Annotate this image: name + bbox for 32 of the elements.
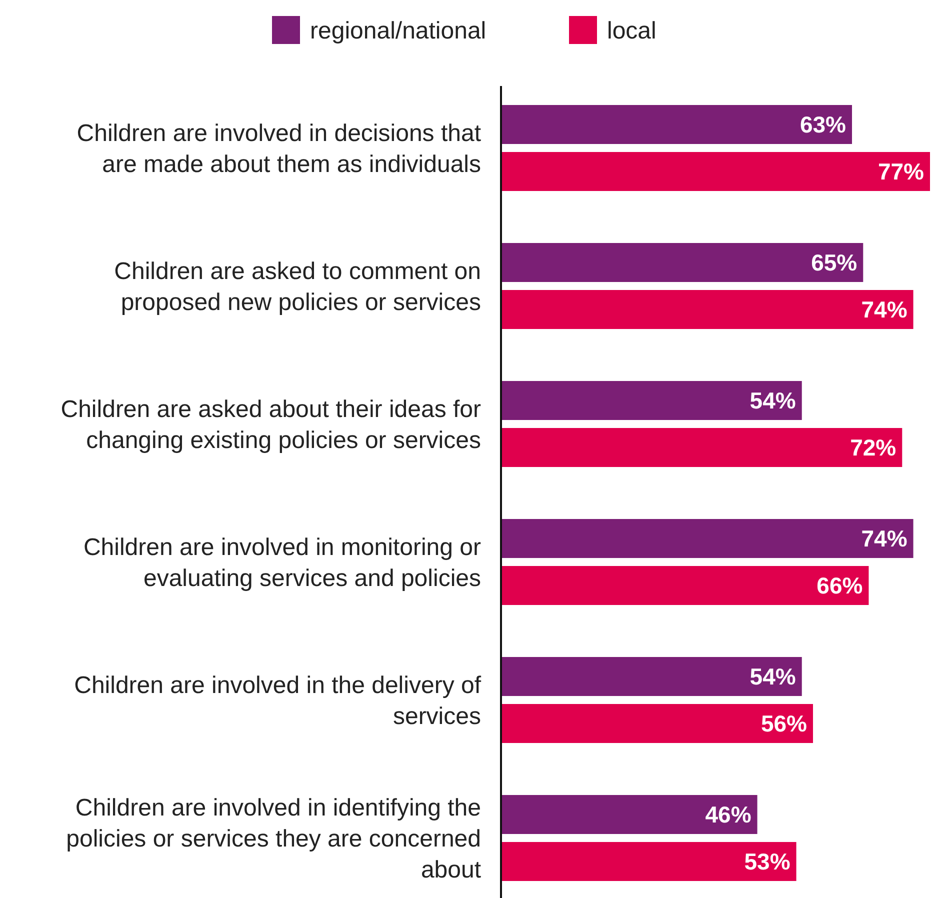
bar (501, 795, 758, 834)
bar (501, 566, 869, 605)
data-label: 56% (760, 710, 807, 737)
bar (501, 381, 802, 420)
bar (501, 290, 914, 329)
data-label: 65% (811, 250, 858, 276)
bar (501, 657, 802, 696)
bar (501, 519, 914, 558)
bar (501, 842, 796, 881)
data-label: 74% (861, 296, 908, 323)
bar (501, 428, 902, 467)
y-tick-label: Children are involved in the delivery of services (74, 672, 482, 730)
data-label: 74% (861, 526, 908, 552)
data-label: 77% (878, 158, 924, 185)
y-tick-label: Children are involved in decisions that are made about them as individuals (76, 120, 482, 178)
y-tick-label: Children are involved in monitoring or evaluating services and policies (83, 534, 481, 592)
data-label: 63% (800, 112, 846, 138)
data-label: 53% (744, 848, 790, 875)
data-label: 66% (816, 572, 863, 599)
bar (501, 243, 864, 282)
data-label: 54% (750, 664, 796, 690)
bar (501, 152, 930, 191)
y-tick-label: Children are asked about their ideas for changing existing policies or services (60, 396, 482, 454)
bar (501, 105, 852, 144)
data-label: 54% (750, 388, 796, 414)
y-tick-label: Children are involved in identifying the policies or services they are concerned about (66, 794, 482, 884)
y-tick-label: Children are asked to comment on proposed new policies or services (114, 258, 481, 316)
legend-label: local (607, 17, 656, 44)
data-label: 46% (705, 802, 752, 828)
legend-label: regional/national (310, 17, 486, 44)
bar (501, 704, 813, 743)
data-label: 72% (850, 434, 896, 461)
